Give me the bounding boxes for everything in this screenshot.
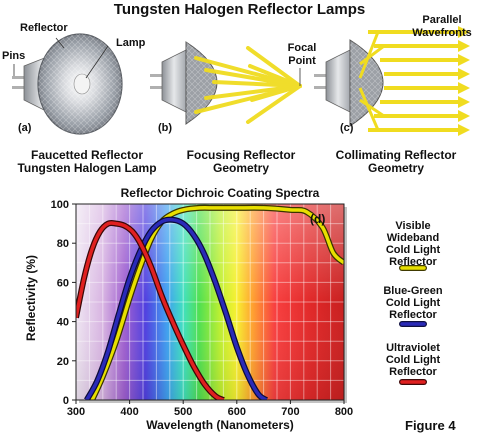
lamp-a-caption: Faucetted Reflector Tungsten Halogen Lam… (12, 149, 162, 175)
legend-bluegreen-line2: Cold Light (385, 297, 441, 309)
reflector-callout: Reflector (20, 22, 68, 34)
y-axis-label-wrap: Reflectivity (%) (22, 238, 38, 358)
y-tick-label: 60 (57, 277, 69, 289)
legend-blue-green: Blue-Green Cold Light Reflector (358, 285, 468, 321)
y-tick-label: 40 (57, 317, 69, 329)
x-tick-label: 400 (120, 406, 138, 418)
parallel-wavefronts-callout: Parallel Wavefronts (406, 14, 478, 40)
y-tick-label: 100 (51, 199, 69, 211)
y-axis-label: Reflectivity (%) (24, 254, 38, 342)
lamp-b-caption-line1: Focusing Reflector (186, 148, 296, 162)
parallel-wavefronts-line2: Wavefronts (412, 27, 472, 39)
lamp-a-drawing (12, 33, 123, 135)
lamp-a-caption-line1: Faucetted Reflector (30, 148, 144, 162)
plot-frame (75, 203, 345, 401)
lamp-c-caption: Collimating Reflector Geometry (316, 149, 476, 175)
chart-tag: (d) (310, 212, 326, 226)
legend-visible-line1: Visible (395, 220, 431, 232)
legend-bluegreen-line3: Reflector (389, 309, 437, 321)
y-tick-label: 0 (63, 395, 69, 407)
y-tick-label: 20 (57, 356, 69, 368)
x-tick-label: 700 (281, 406, 299, 418)
focal-point-callout: Focal Point (284, 42, 320, 68)
x-tick-label: 300 (67, 406, 85, 418)
x-tick-label: 800 (335, 406, 353, 418)
lamp-c-tag: (c) (340, 122, 354, 134)
series-blue-green-line (85, 217, 268, 400)
lamp-callout: Lamp (116, 37, 146, 49)
pins-callout: Pins (2, 50, 26, 62)
x-tick-label: 500 (174, 406, 192, 418)
x-tick-label: 600 (228, 406, 246, 418)
legend-ultraviolet: Ultraviolet Cold Light Reflector (358, 342, 468, 378)
legend-visible-line4: Reflector (389, 256, 437, 268)
legend-uv-line1: Ultraviolet (386, 342, 440, 354)
legend-visible-wideband: Visible Wideband Cold Light Reflector (358, 220, 468, 268)
series-ultraviolet-line (76, 221, 225, 400)
lamp-b-drawing (150, 41, 302, 125)
lamp-b-tag: (b) (158, 122, 173, 134)
legend-bluegreen-line1: Blue-Green (383, 285, 443, 297)
focal-point-line1: Focal (287, 42, 317, 54)
legend-uv-line2: Cold Light (385, 354, 441, 366)
figure-label: Figure 4 (405, 418, 456, 433)
lamp-b-caption-line2: Geometry (212, 161, 270, 175)
lamp-c-caption-line2: Geometry (367, 161, 425, 175)
legend-visible-line2: Wideband (386, 232, 440, 244)
lamp-a-tag: (a) (18, 122, 32, 134)
lamp-c-drawing (314, 26, 470, 136)
parallel-wavefronts-line1: Parallel (422, 14, 462, 26)
lamp-c-caption-line1: Collimating Reflector (335, 148, 457, 162)
legend-uv-line3: Reflector (389, 366, 437, 378)
lamp-b-caption: Focusing Reflector Geometry (166, 149, 316, 175)
x-axis-label: Wavelength (Nanometers) (146, 418, 294, 432)
series-visible-wideband-line (90, 206, 344, 400)
legend-visible-line3: Cold Light (385, 244, 441, 256)
y-tick-label: 80 (57, 238, 69, 250)
lamp-a-caption-line2: Tungsten Halogen Lamp (17, 161, 157, 175)
chart-title: Reflector Dichroic Coating Spectra (120, 186, 320, 200)
figure-title: Tungsten Halogen Reflector Lamps (113, 1, 366, 18)
focal-point-line2: Point (288, 55, 316, 67)
